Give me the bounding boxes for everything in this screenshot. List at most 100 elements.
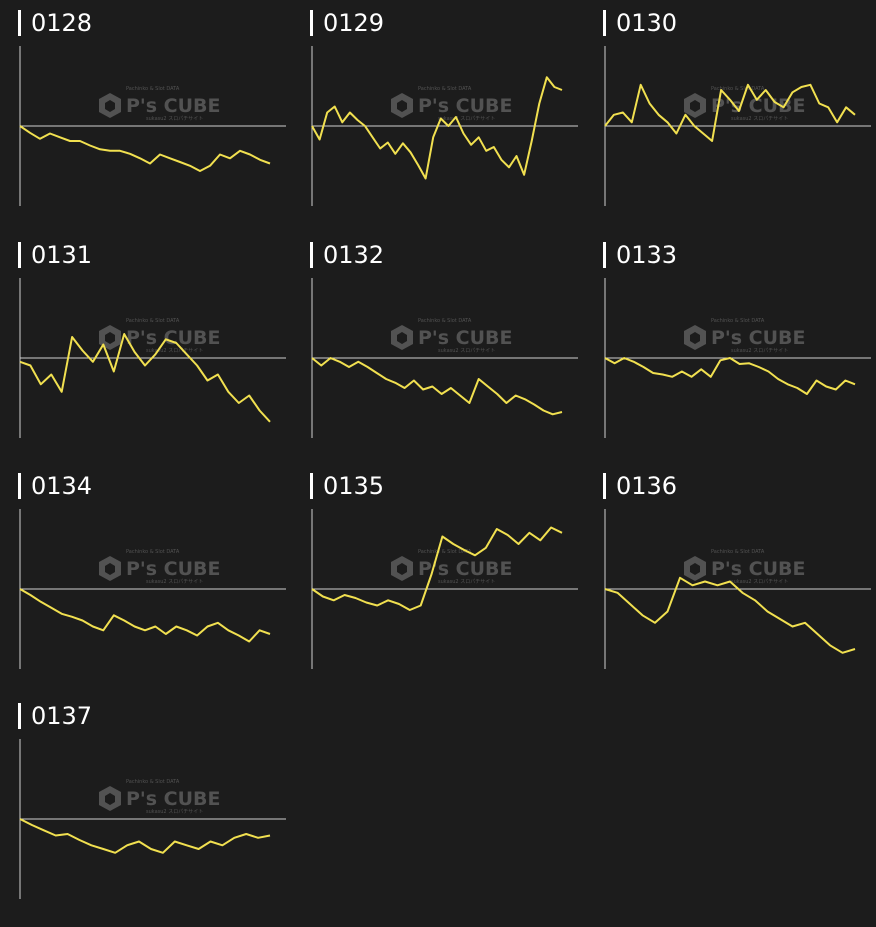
- watermark-top-text: Pachinko & Slot DATA: [418, 549, 472, 555]
- watermark-brand-text: P's CUBE: [418, 95, 513, 117]
- watermark-brand-text: P's CUBE: [711, 95, 806, 117]
- watermark-top-text: Pachinko & Slot DATA: [711, 318, 765, 324]
- watermark-top-text: Pachinko & Slot DATA: [711, 86, 765, 92]
- title-marker: [310, 473, 313, 499]
- chart-panel: 0130 Pachinko & Slot DATA P's CUBE sukasu2 …: [603, 9, 876, 234]
- series-line: [19, 125, 271, 172]
- watermark-brand-text: P's CUBE: [711, 327, 806, 349]
- watermark-brand-text: P's CUBE: [418, 327, 513, 349]
- watermark-brand-text: P's CUBE: [126, 327, 221, 349]
- chart-panel: 0135 Pachinko & Slot DATA P's CUBE sukasu2 …: [310, 472, 588, 697]
- watermark-brand-text: P's CUBE: [711, 558, 806, 580]
- cube-logo-icon: [99, 556, 121, 581]
- title-marker: [603, 10, 606, 36]
- series-line: [311, 357, 563, 416]
- series-line: [604, 576, 856, 654]
- watermark-bottom-text: sukasu2 スロパチサイト: [438, 116, 495, 122]
- title-marker: [18, 703, 21, 729]
- title-marker: [18, 242, 21, 268]
- watermark-brand-text: P's CUBE: [418, 558, 513, 580]
- chart-panel: 0137 Pachinko & Slot DATA P's CUBE sukasu2 …: [18, 702, 296, 927]
- chart-title: 0129: [323, 9, 385, 37]
- watermark-brand-text: P's CUBE: [126, 95, 221, 117]
- chart-title: 0128: [31, 9, 93, 37]
- chart-panel: 0134 Pachinko & Slot DATA P's CUBE sukasu2 …: [18, 472, 296, 697]
- watermark-top-text: Pachinko & Slot DATA: [418, 318, 472, 324]
- series-line: [604, 357, 856, 395]
- cube-logo-icon: [99, 786, 121, 811]
- chart-panel: 0133 Pachinko & Slot DATA P's CUBE sukasu2 …: [603, 241, 876, 466]
- watermark-top-text: Pachinko & Slot DATA: [711, 549, 765, 555]
- title-marker: [310, 10, 313, 36]
- chart-panel: 0131 Pachinko & Slot DATA P's CUBE sukasu2 …: [18, 241, 296, 466]
- watermark-bottom-text: sukasu2 スロパチサイト: [731, 348, 788, 354]
- chart-title: 0130: [616, 9, 678, 37]
- chart-panel: 0128 Pachinko & Slot DATA P's CUBE sukasu2 …: [18, 9, 296, 234]
- watermark-top-text: Pachinko & Slot DATA: [126, 549, 180, 555]
- cube-logo-icon: [99, 93, 121, 118]
- watermark-top-text: Pachinko & Slot DATA: [126, 779, 180, 785]
- chart-panel: 0132 Pachinko & Slot DATA P's CUBE sukasu2 …: [310, 241, 588, 466]
- title-marker: [18, 10, 21, 36]
- chart-panel: 0136 Pachinko & Slot DATA P's CUBE sukasu2 …: [603, 472, 876, 697]
- watermark-bottom-text: sukasu2 スロパチサイト: [731, 579, 788, 585]
- title-marker: [603, 473, 606, 499]
- chart-panel: 0129 Pachinko & Slot DATA P's CUBE sukasu2 …: [310, 9, 588, 234]
- watermark-bottom-text: sukasu2 スロパチサイト: [146, 348, 203, 354]
- watermark-bottom-text: sukasu2 スロパチサイト: [146, 116, 203, 122]
- watermark-bottom-text: sukasu2 スロパチサイト: [731, 116, 788, 122]
- cube-logo-icon: [99, 325, 121, 350]
- series-line: [19, 333, 271, 423]
- watermark-bottom-text: sukasu2 スロパチサイト: [146, 579, 203, 585]
- title-marker: [18, 473, 21, 499]
- chart-title: 0131: [31, 241, 93, 269]
- chart-title: 0135: [323, 472, 385, 500]
- title-marker: [603, 242, 606, 268]
- chart-title: 0133: [616, 241, 678, 269]
- watermark-top-text: Pachinko & Slot DATA: [126, 318, 180, 324]
- cube-logo-icon: [684, 325, 706, 350]
- watermark-brand-text: P's CUBE: [126, 788, 221, 810]
- series-line: [311, 526, 563, 611]
- chart-title: 0136: [616, 472, 678, 500]
- watermark-bottom-text: sukasu2 スロパチサイト: [438, 579, 495, 585]
- chart-title: 0137: [31, 702, 93, 730]
- series-line: [19, 818, 271, 854]
- watermark-top-text: Pachinko & Slot DATA: [126, 86, 180, 92]
- cube-logo-icon: [391, 556, 413, 581]
- series-line: [604, 83, 856, 142]
- chart-title: 0134: [31, 472, 93, 500]
- cube-logo-icon: [391, 93, 413, 118]
- cube-logo-icon: [684, 556, 706, 581]
- cube-logo-icon: [391, 325, 413, 350]
- title-marker: [310, 242, 313, 268]
- series-line: [19, 588, 271, 643]
- watermark-brand-text: P's CUBE: [126, 558, 221, 580]
- cube-logo-icon: [684, 93, 706, 118]
- watermark-top-text: Pachinko & Slot DATA: [418, 86, 472, 92]
- watermark-bottom-text: sukasu2 スロパチサイト: [146, 809, 203, 815]
- watermark-bottom-text: sukasu2 スロパチサイト: [438, 348, 495, 354]
- chart-title: 0132: [323, 241, 385, 269]
- series-line: [311, 76, 563, 180]
